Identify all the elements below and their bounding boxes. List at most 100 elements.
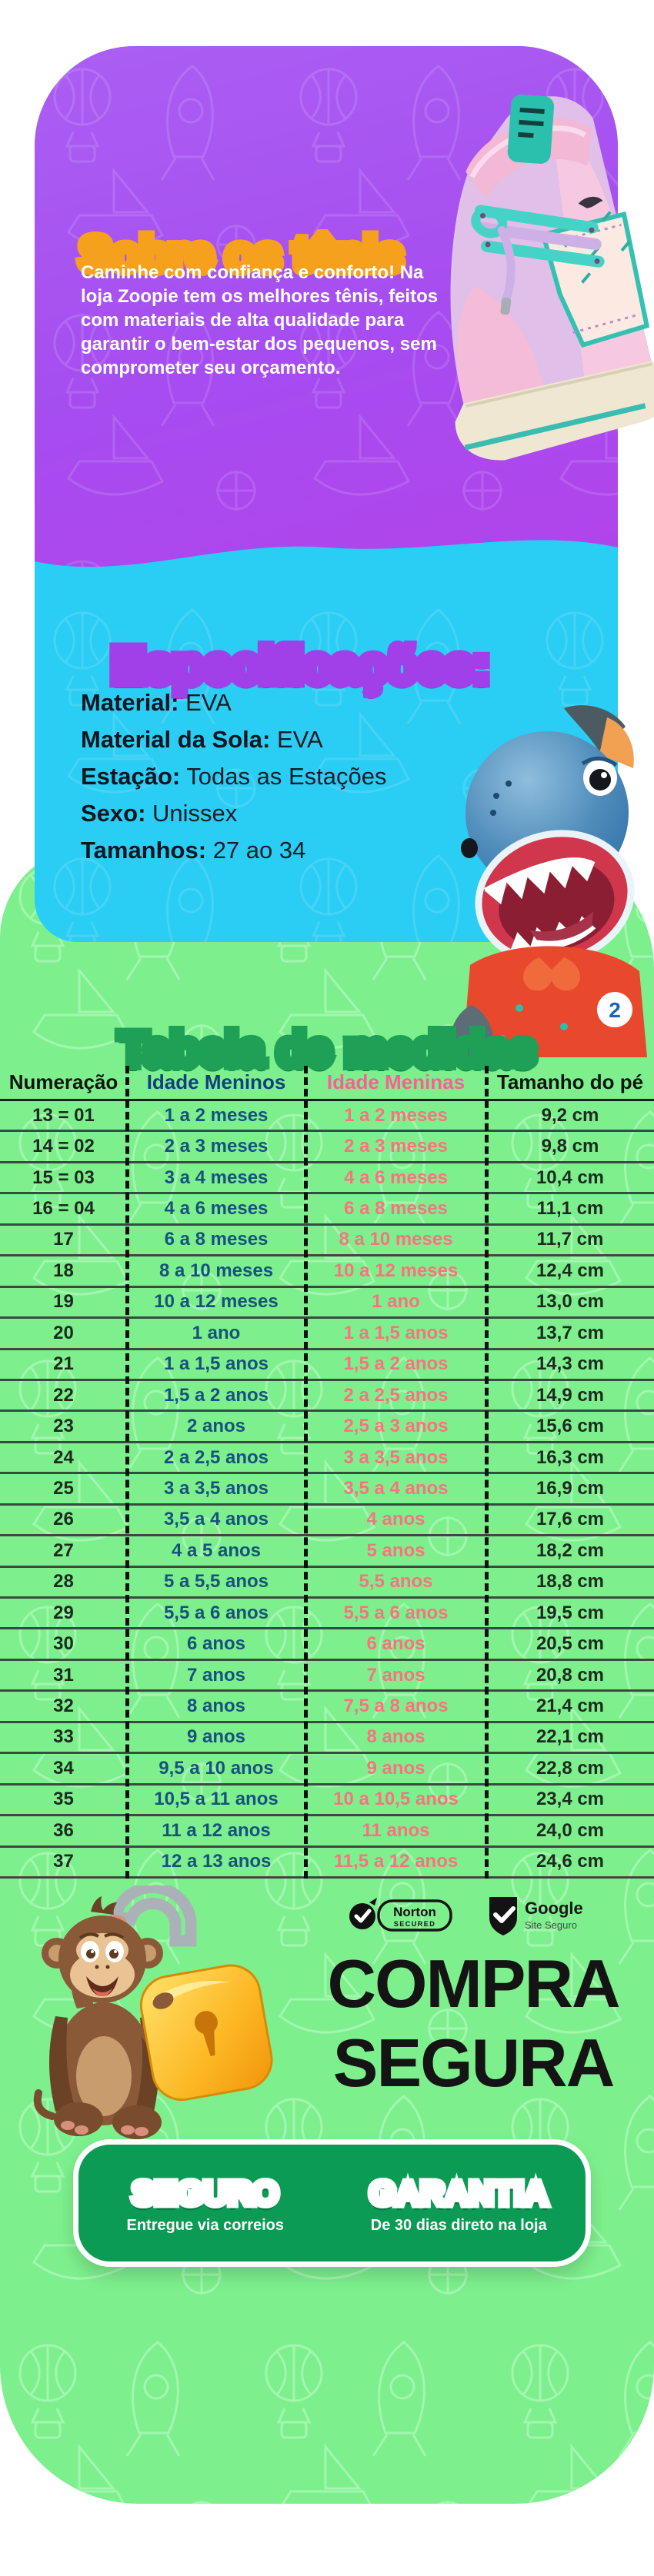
table-row: 36 11 a 12 anos 11 anos 24,0 cm (0, 1816, 654, 1848)
table-cell: 8 a 10 meses (339, 1229, 453, 1250)
table-cell: 8 anos (186, 1696, 246, 1717)
column-divider (485, 1066, 489, 1879)
table-cell: 3 a 3,5 anos (163, 1477, 269, 1499)
table-cell: 7 anos (186, 1664, 246, 1686)
table-cell: 5,5 a 6 anos (163, 1602, 269, 1623)
spec-item-season: Estação: Todas as Estações (81, 763, 387, 790)
table-cell: 1 a 2 meses (344, 1104, 448, 1126)
table-cell: 1 a 1,5 anos (163, 1353, 269, 1375)
seguro-title: SEGURO (132, 2175, 279, 2213)
table-cell: 4 a 6 meses (344, 1167, 448, 1188)
table-row: 19 10 a 12 meses 1 ano 13,0 cm (0, 1288, 654, 1320)
google-site-seguro-badge: Google Site Seguro (475, 1893, 614, 1942)
table-cell: 9,8 cm (541, 1136, 599, 1157)
table-cell: 2 a 2,5 anos (343, 1384, 449, 1406)
table-cell: 28 (53, 1571, 74, 1593)
table-row: 18 8 a 10 meses 10 a 12 meses 12,4 cm (0, 1256, 654, 1288)
table-cell: 6 a 8 meses (344, 1198, 448, 1220)
table-cell: 4 a 5 anos (171, 1539, 262, 1561)
table-row: 35 10,5 a 11 anos 10 a 10,5 anos 23,4 cm (0, 1786, 654, 1817)
table-cell: 18,2 cm (536, 1539, 605, 1561)
table-cell: 1,5 a 2 anos (163, 1384, 269, 1406)
table-cell: 13 = 01 (32, 1104, 95, 1126)
column-header-idade-meninas: Idade Meninas (326, 1070, 465, 1093)
table-cell: 26 (53, 1509, 74, 1530)
table-header-row: Numeração Idade Meninos Idade Meninas Ta… (0, 1066, 654, 1101)
table-cell: 10 a 10,5 anos (333, 1789, 459, 1810)
norton-check-icon (349, 1898, 377, 1929)
table-cell: 11 a 12 anos (162, 1819, 271, 1841)
table-cell: 15 = 03 (32, 1167, 95, 1188)
table-cell: 17,6 cm (536, 1509, 605, 1530)
table-cell: 6 anos (366, 1633, 425, 1655)
table-cell: 32 (53, 1696, 74, 1717)
table-cell: 13,0 cm (536, 1291, 605, 1313)
table-cell: 14,3 cm (536, 1353, 605, 1375)
table-cell: 9 anos (366, 1757, 425, 1779)
table-cell: 14 = 02 (32, 1136, 95, 1157)
table-row: 29 5,5 a 6 anos 5,5 a 6 anos 19,5 cm (0, 1599, 654, 1630)
column-header-idade-meninos: Idade Meninos (146, 1070, 286, 1093)
table-cell: 5 a 5,5 anos (163, 1571, 269, 1593)
table-cell: 25 (53, 1477, 74, 1499)
size-table: Numeração Idade Meninos Idade Meninas Ta… (0, 1066, 654, 1879)
table-cell: 2 a 2,5 anos (163, 1446, 269, 1468)
product-description: Caminhe com confiança e conforto! Na loj… (81, 261, 441, 380)
table-cell: 19 (53, 1291, 74, 1313)
table-cell: 18,8 cm (536, 1571, 605, 1593)
table-cell: 13,7 cm (536, 1322, 605, 1343)
table-row: 23 2 anos 2,5 a 3 anos 15,6 cm (0, 1412, 654, 1443)
table-cell: 33 (53, 1726, 74, 1748)
brand-name: Zoopie (118, 286, 179, 307)
specs-list: Material: EVA Material da Sola: EVA Esta… (81, 684, 387, 869)
table-cell: 30 (53, 1633, 74, 1655)
table-cell: 12,4 cm (536, 1260, 605, 1281)
wave-divider (35, 540, 618, 590)
table-cell: 24 (53, 1446, 74, 1468)
table-row: 22 1,5 a 2 anos 2 a 2,5 anos 14,9 cm (0, 1381, 654, 1413)
garantia-title: GARANTIA (369, 2175, 548, 2213)
table-row: 25 3 a 3,5 anos 3,5 a 4 anos 16,9 cm (0, 1474, 654, 1506)
table-cell: 2 a 3 meses (164, 1136, 269, 1157)
table-cell: 9,5 a 10 anos (158, 1757, 274, 1779)
norton-secured-badge: Norton SECURED (346, 1896, 454, 1937)
table-row: 30 6 anos 6 anos 20,5 cm (0, 1629, 654, 1661)
svg-text:Google: Google (525, 1899, 583, 1918)
table-cell: 16 = 04 (32, 1198, 95, 1220)
table-cell: 5,5 a 6 anos (343, 1602, 449, 1623)
table-cell: 3,5 a 4 anos (163, 1509, 269, 1530)
monkey-padlock-image (33, 1885, 273, 2139)
table-cell: 29 (53, 1602, 74, 1623)
table-cell: 19,5 cm (536, 1602, 605, 1623)
table-cell: 37 (53, 1851, 74, 1872)
spec-item-gender: Sexo: Unissex (81, 800, 238, 827)
table-cell: 2 anos (186, 1416, 246, 1437)
table-row: 26 3,5 a 4 anos 4 anos 17,6 cm (0, 1506, 654, 1537)
table-cell: 21 (53, 1353, 74, 1375)
table-cell: 11,5 a 12 anos (333, 1851, 459, 1872)
table-cell: 12 a 13 anos (161, 1851, 272, 1872)
table-cell: 22,8 cm (536, 1757, 605, 1779)
table-cell: 24,0 cm (536, 1819, 605, 1841)
table-cell: 11,1 cm (536, 1198, 604, 1220)
table-cell: 1,5 a 2 anos (343, 1353, 449, 1375)
table-cell: 4 anos (366, 1509, 425, 1530)
table-cell: 10,4 cm (536, 1167, 605, 1188)
table-row: 14 = 02 2 a 3 meses 2 a 3 meses 9,8 cm (0, 1132, 654, 1163)
table-row: 27 4 a 5 anos 5 anos 18,2 cm (0, 1536, 654, 1568)
table-cell: 34 (53, 1757, 74, 1779)
guarantee-right: GARANTIA De 30 dias direto na loja (332, 2145, 586, 2261)
table-cell: 22,1 cm (536, 1726, 605, 1748)
guarantee-box: SEGURO Entregue via correios GARANTIA De… (73, 2139, 591, 2267)
seguro-subtitle: Entregue via correios (126, 2217, 285, 2234)
table-cell: 27 (53, 1539, 74, 1561)
guarantee-left: SEGURO Entregue via correios (78, 2145, 332, 2261)
table-cell: 18 (53, 1260, 74, 1281)
table-cell: 23,4 cm (536, 1789, 605, 1810)
table-row: 34 9,5 a 10 anos 9 anos 22,8 cm (0, 1754, 654, 1786)
table-row: 32 8 anos 7,5 a 8 anos 21,4 cm (0, 1692, 654, 1723)
table-cell: 10,5 a 11 anos (154, 1789, 279, 1810)
table-cell: 3 a 3,5 anos (343, 1446, 449, 1468)
table-row: 24 2 a 2,5 anos 3 a 3,5 anos 16,3 cm (0, 1443, 654, 1475)
gold-padlock-icon (139, 1964, 273, 2102)
